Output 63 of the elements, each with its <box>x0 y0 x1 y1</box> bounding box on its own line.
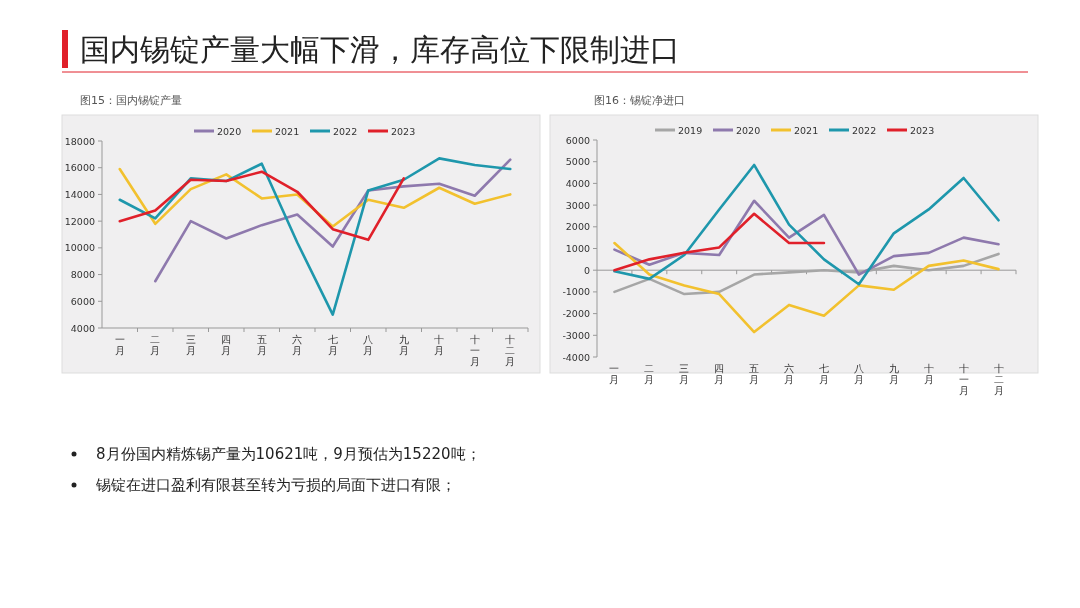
y-tick-label: 8000 <box>70 269 95 281</box>
legend-label: 2020 <box>736 124 761 136</box>
x-tick-label: 九月 <box>888 363 899 385</box>
legend-label: 2022 <box>852 124 877 136</box>
x-tick-label: 四月 <box>221 334 232 356</box>
x-tick-label: 六月 <box>784 363 795 385</box>
y-tick-label: 10000 <box>64 242 95 254</box>
y-tick-label: 4000 <box>565 177 590 189</box>
x-tick-label: 三月 <box>679 363 690 385</box>
y-tick-label: -2000 <box>562 308 590 320</box>
x-tick-label: 五月 <box>256 334 267 356</box>
x-tick-label: 九月 <box>398 334 409 356</box>
x-tick-label: 八月 <box>363 334 374 356</box>
y-tick-label: 6000 <box>565 134 590 146</box>
y-tick-label: 0 <box>583 264 590 276</box>
y-tick-label: 18000 <box>64 135 95 147</box>
y-tick-label: 2000 <box>565 221 590 233</box>
y-tick-label: 16000 <box>64 162 95 174</box>
x-tick-label: 十月 <box>923 363 934 385</box>
y-tick-label: 14000 <box>64 188 95 200</box>
line-series <box>153 158 512 283</box>
y-tick-label: -4000 <box>562 351 590 363</box>
x-tick-label: 十一月 <box>958 363 969 396</box>
x-tick-label: 五月 <box>749 363 760 385</box>
y-tick-label: 12000 <box>64 215 95 227</box>
x-tick-label: 十一月 <box>469 334 480 367</box>
x-tick-label: 二月 <box>644 363 655 385</box>
chart-title: 图16：锡锭净进口 <box>594 94 685 107</box>
text: 国内锡锭产量大幅下滑，库存高位下限制进口 <box>80 32 680 67</box>
x-tick-label: 二月 <box>150 334 161 356</box>
x-tick-label: 十二月 <box>505 334 516 367</box>
y-tick-label: 4000 <box>70 322 95 334</box>
legend-label: 2021 <box>275 125 300 137</box>
x-tick-label: 三月 <box>185 334 196 356</box>
y-tick-label: 3000 <box>565 199 590 211</box>
x-tick-label: 七月 <box>327 334 338 356</box>
legend-label: 2020 <box>217 125 242 137</box>
legend-label: 2023 <box>910 124 935 136</box>
legend-label: 2023 <box>391 125 416 137</box>
legend-label: 2022 <box>333 125 358 137</box>
y-tick-label: 6000 <box>70 295 95 307</box>
x-tick-label: 八月 <box>853 363 864 385</box>
x-tick-label: 一月 <box>609 363 620 385</box>
x-tick-label: 十月 <box>434 334 445 356</box>
line-series <box>613 212 826 272</box>
y-tick-label: 5000 <box>565 156 590 168</box>
y-tick-label: -3000 <box>562 329 590 341</box>
x-tick-label: 一月 <box>114 334 125 356</box>
line-series <box>613 252 1000 296</box>
y-tick-label: 1000 <box>565 243 590 254</box>
legend-label: 2021 <box>794 124 819 136</box>
x-tick-label: 六月 <box>292 334 303 356</box>
y-tick-label: -1000 <box>562 286 590 298</box>
chart-title: 图15：国内锡锭产量 <box>80 94 182 107</box>
text: 锡锭在进口盈利有限甚至转为亏损的局面下进口有限； <box>95 476 456 494</box>
x-tick-label: 四月 <box>714 363 725 385</box>
line-series <box>613 163 1000 286</box>
x-tick-label: 十二月 <box>993 363 1004 396</box>
text: 8月份国内精炼锡产量为10621吨，9月预估为15220吨； <box>96 445 481 463</box>
line-series <box>118 170 406 242</box>
x-tick-label: 七月 <box>818 363 829 385</box>
line-series <box>613 241 1000 334</box>
legend-label: 2019 <box>678 124 703 136</box>
